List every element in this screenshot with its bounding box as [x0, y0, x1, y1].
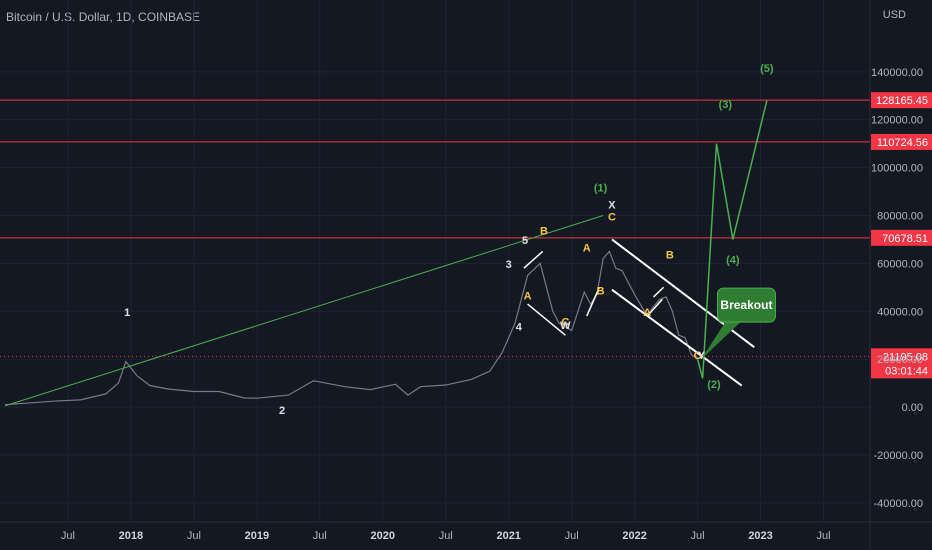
wave-label: (1): [594, 183, 608, 195]
wave-label: A: [643, 307, 651, 319]
chart-title: Bitcoin / U.S. Dollar, 1D, COINBASE: [6, 10, 201, 24]
y-axis: 140000.00 120000.00 100000.00 80000.00 60000…: [869, 0, 923, 550]
x-tick-label: Jul: [61, 530, 75, 542]
elliott-projection-line: [696, 100, 768, 379]
x-tick-label: Jul: [187, 530, 201, 542]
x-tick-label: 2022: [622, 530, 646, 542]
wave-label: Y: [698, 350, 706, 362]
x-tick-label: Jul: [691, 530, 705, 542]
wave-label: (2): [707, 379, 721, 391]
flag-line: [527, 303, 566, 336]
wave-label: A: [524, 290, 532, 302]
y-tick-label: -20000.00: [873, 450, 923, 462]
wave-label: C: [608, 211, 616, 223]
x-tick-label: 2018: [119, 530, 143, 542]
wave-label: C: [561, 317, 569, 329]
wave-label: 4: [516, 321, 523, 333]
y-tick-label: 140000.00: [871, 67, 923, 79]
horizontal-levels: 128165.45 110724.56 70678.51 21195.08 03:01:…: [0, 92, 932, 379]
wave-label: (4): [726, 254, 740, 266]
wave-label: C: [694, 350, 702, 362]
wave-label: 2: [279, 405, 285, 417]
grid: [0, 0, 870, 522]
price-line: [4, 250, 698, 406]
x-tick-label: Jul: [816, 530, 830, 542]
wave-label: 5: [522, 235, 528, 247]
level-price-label: 70678.51: [882, 233, 928, 245]
y-tick-label: 60000.00: [877, 258, 923, 270]
x-tick-label: 2021: [496, 530, 520, 542]
wave-label: B: [666, 250, 674, 262]
flag-line: [523, 250, 544, 269]
breakout-callout-label: Breakout: [720, 298, 772, 312]
y-tick-label: 100000.00: [871, 163, 923, 175]
current-price-tag: [871, 348, 932, 379]
flag-line: [586, 287, 601, 317]
y-tick-label: 20000.00: [877, 354, 923, 366]
flag-line: [646, 298, 663, 317]
level-price-label: 110724.56: [877, 137, 928, 149]
long-trendline: [4, 215, 604, 407]
current-price-label: 21195.08: [883, 351, 928, 363]
x-tick-label: 2019: [245, 530, 269, 542]
flag-line: [653, 286, 665, 298]
wave-label: 3: [506, 259, 512, 271]
drawings: Breakout: [4, 100, 776, 407]
x-tick-label: Jul: [565, 530, 579, 542]
wave-label: W: [560, 320, 571, 332]
y-tick-label: 120000.00: [871, 115, 923, 127]
callout-pointer: [701, 314, 741, 360]
x-tick-label: Jul: [313, 530, 327, 542]
y-tick-label: 80000.00: [877, 211, 923, 223]
currency-label: USD: [882, 9, 906, 21]
y-tick-label: 40000.00: [877, 306, 923, 318]
x-tick-label: 2020: [371, 530, 395, 542]
level-price-tag: [871, 92, 932, 109]
x-tick-label: Jul: [439, 530, 453, 542]
x-tick-label: 2023: [748, 530, 772, 542]
level-price-label: 128165.45: [876, 95, 928, 107]
wave-label: (5): [760, 63, 774, 75]
wave-label: B: [597, 286, 605, 298]
level-price-tag: [871, 133, 932, 150]
wave-label: X: [608, 199, 616, 211]
wave-label: B: [540, 226, 548, 238]
x-axis: Jul 2018 Jul 2019 Jul 2020 Jul 2021 Jul 2022 Jul 20…: [0, 521, 932, 542]
wave-label: 1: [124, 307, 130, 319]
breakout-callout: [716, 287, 776, 323]
price-series: [4, 250, 698, 406]
countdown-label: 03:01:44: [885, 365, 928, 377]
channel-line: [611, 288, 743, 387]
level-price-tag: [871, 229, 932, 246]
y-tick-label: 0.00: [902, 402, 923, 414]
y-tick-label: -40000.00: [873, 498, 923, 510]
wave-label: A: [583, 242, 591, 254]
wave-label: (3): [719, 99, 733, 111]
